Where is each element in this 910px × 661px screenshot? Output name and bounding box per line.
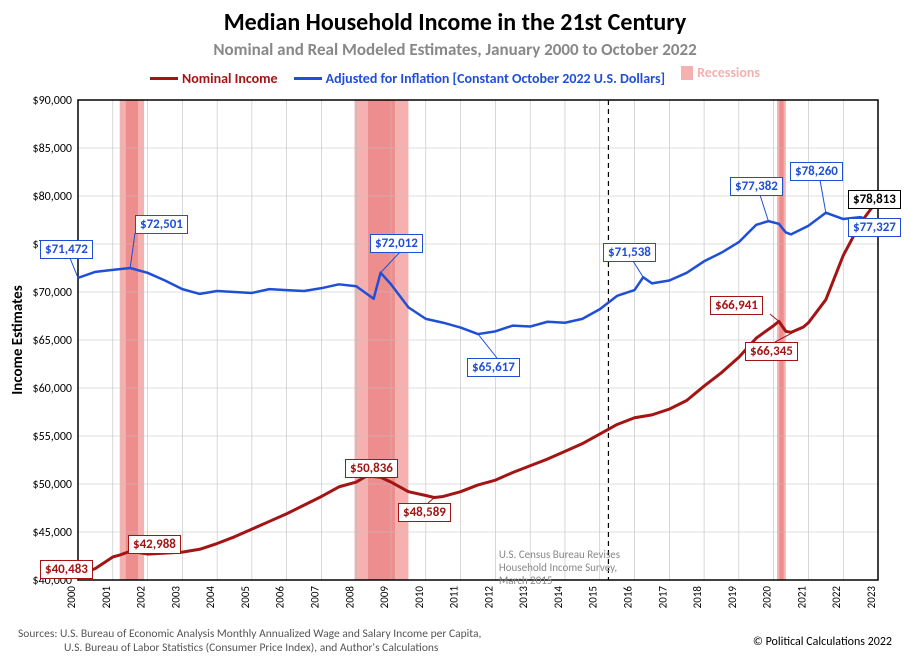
value-callout: $66,941: [710, 296, 763, 315]
value-callout: $78,260: [790, 162, 843, 181]
value-callout: $66,345: [745, 342, 798, 361]
footer-source-line2: U.S. Bureau of Labor Statistics (Consume…: [64, 641, 438, 655]
svg-text:2001: 2001: [100, 586, 113, 609]
svg-text:2023: 2023: [865, 586, 878, 609]
value-callout: $72,501: [135, 215, 188, 234]
value-callout: $77,382: [730, 177, 783, 196]
svg-text:2016: 2016: [622, 586, 635, 609]
value-callout: $72,012: [370, 234, 423, 253]
svg-text:2017: 2017: [656, 586, 669, 609]
svg-text:2018: 2018: [691, 586, 704, 609]
svg-text:Income Estimates: Income Estimates: [9, 285, 27, 394]
svg-text:$55,000: $55,000: [33, 430, 73, 444]
svg-text:2014: 2014: [552, 586, 565, 609]
value-callout: $77,327: [848, 218, 901, 237]
value-callout: $42,988: [128, 535, 181, 554]
svg-text:$85,000: $85,000: [33, 142, 73, 156]
svg-text:2004: 2004: [204, 586, 217, 609]
svg-text:$70,000: $70,000: [33, 286, 73, 300]
svg-text:$90,000: $90,000: [33, 94, 73, 108]
svg-text:2015: 2015: [587, 586, 600, 608]
plot-area: $40,000$45,000$50,000$55,000$60,000$65,0…: [0, 0, 910, 661]
svg-text:2008: 2008: [343, 586, 356, 609]
svg-text:2009: 2009: [378, 586, 391, 609]
svg-text:$50,000: $50,000: [33, 478, 73, 492]
svg-text:2020: 2020: [761, 586, 774, 609]
value-callout: $78,813: [848, 190, 901, 209]
svg-text:2011: 2011: [448, 586, 461, 609]
census-revision-note: U.S. Census Bureau RevisesHousehold Inco…: [499, 549, 620, 587]
svg-text:2021: 2021: [795, 586, 808, 609]
copyright: © Political Calculations 2022: [753, 635, 892, 649]
svg-text:2005: 2005: [239, 586, 252, 608]
value-callout: $71,472: [40, 240, 93, 259]
value-callout: $71,538: [603, 243, 656, 262]
svg-text:2019: 2019: [726, 586, 739, 609]
svg-text:2000: 2000: [65, 586, 78, 609]
svg-text:2007: 2007: [308, 586, 321, 609]
svg-text:$60,000: $60,000: [33, 382, 73, 396]
svg-text:$80,000: $80,000: [33, 190, 73, 204]
svg-text:2013: 2013: [517, 586, 530, 609]
svg-text:$45,000: $45,000: [33, 526, 73, 540]
value-callout: $48,589: [398, 503, 451, 522]
svg-text:2002: 2002: [135, 586, 148, 609]
svg-text:2022: 2022: [830, 586, 843, 609]
value-callout: $65,617: [467, 358, 520, 377]
svg-text:$65,000: $65,000: [33, 334, 73, 348]
svg-text:2012: 2012: [482, 586, 495, 609]
svg-text:2003: 2003: [169, 586, 182, 609]
value-callout: $40,483: [40, 560, 93, 579]
svg-text:2006: 2006: [274, 586, 287, 609]
footer-source-line1: Sources: U.S. Bureau of Economic Analysi…: [18, 627, 481, 641]
chart-container: Median Household Income in the 21st Cent…: [0, 0, 910, 661]
value-callout: $50,836: [345, 459, 398, 478]
svg-text:2010: 2010: [413, 586, 426, 609]
